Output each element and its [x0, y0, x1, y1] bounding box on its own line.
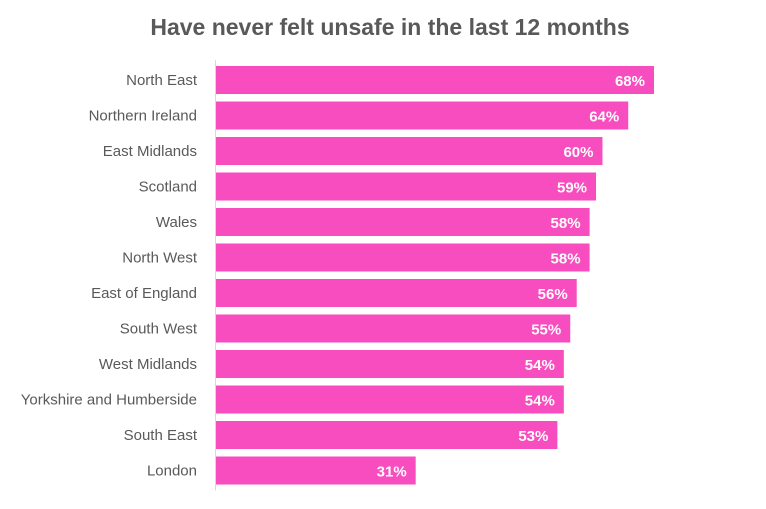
category-label: South East: [124, 427, 198, 444]
category-label: Yorkshire and Humberside: [21, 392, 197, 409]
bar: [216, 279, 577, 307]
data-label: 58%: [551, 251, 581, 268]
category-label: London: [147, 463, 197, 480]
chart-title: Have never felt unsafe in the last 12 mo…: [150, 14, 630, 40]
category-label: East Midlands: [103, 143, 197, 160]
category-label: North East: [126, 72, 198, 89]
bar: [216, 350, 564, 378]
data-label: 31%: [377, 464, 407, 481]
bar: [216, 66, 654, 94]
data-label: 60%: [563, 144, 593, 161]
data-label: 55%: [531, 322, 561, 339]
bar: [216, 314, 571, 343]
category-label: Northern Ireland: [89, 108, 197, 125]
data-label: 53%: [518, 428, 548, 445]
data-label: 54%: [525, 357, 555, 374]
category-label: North West: [122, 250, 198, 267]
category-label: Scotland: [139, 179, 197, 196]
bar: [216, 421, 558, 449]
data-label: 68%: [615, 73, 645, 90]
bar: [216, 208, 590, 236]
bar: [216, 456, 416, 485]
data-label: 58%: [551, 215, 581, 232]
category-label: South West: [120, 321, 198, 338]
category-label: Wales: [156, 214, 197, 231]
bar: [216, 243, 590, 272]
category-label: West Midlands: [99, 356, 197, 373]
data-label: 59%: [557, 180, 587, 197]
bar: [216, 172, 597, 201]
data-label: 64%: [589, 109, 619, 126]
bar: [216, 137, 603, 165]
data-label: 56%: [538, 286, 568, 303]
bar: [216, 385, 564, 414]
data-label: 54%: [525, 393, 555, 410]
category-label: East of England: [91, 285, 197, 302]
bar: [216, 101, 629, 130]
